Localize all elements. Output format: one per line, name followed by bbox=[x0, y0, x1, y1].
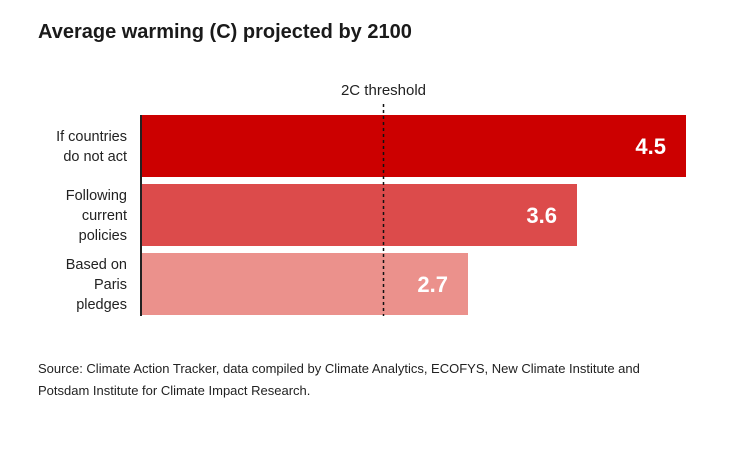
bar-value-label: 3.6 bbox=[526, 203, 557, 228]
bar bbox=[141, 184, 577, 246]
category-label: If countries do not act bbox=[56, 129, 127, 165]
source-note: Source: Climate Action Tracker, data com… bbox=[38, 361, 640, 398]
category-label: Following current policies bbox=[66, 188, 127, 244]
bar bbox=[141, 253, 468, 315]
chart-title: Average warming (C) projected by 2100 bbox=[38, 21, 412, 43]
bar-value-label: 4.5 bbox=[635, 134, 666, 159]
category-label: Based on Paris pledges bbox=[66, 257, 127, 313]
threshold-label: 2C threshold bbox=[341, 82, 426, 99]
bar-value-label: 2.7 bbox=[417, 272, 448, 297]
bar bbox=[141, 115, 686, 177]
